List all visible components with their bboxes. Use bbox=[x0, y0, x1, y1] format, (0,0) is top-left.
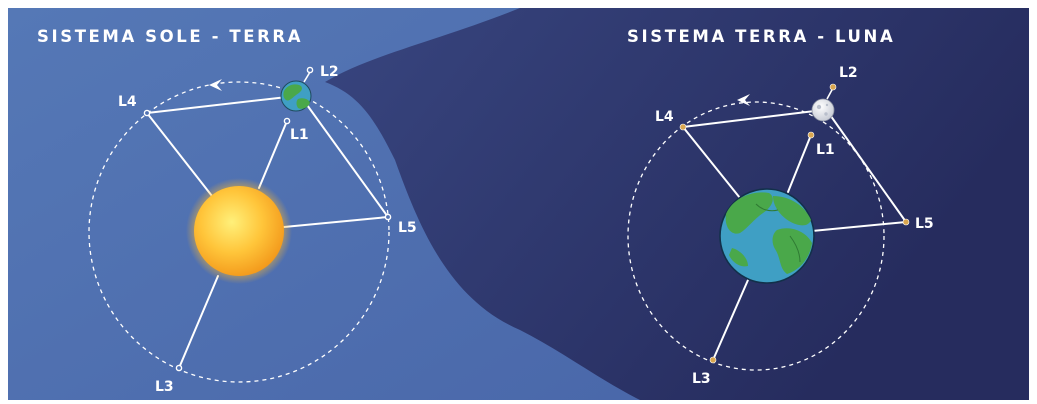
arrow-left-icon bbox=[737, 94, 750, 106]
l3-point-right bbox=[709, 356, 717, 364]
l1-point-right bbox=[807, 131, 815, 139]
left-panel-background bbox=[8, 8, 640, 400]
l5-label-left: L5 bbox=[398, 220, 417, 236]
sun-earth-system: L2 L4 L1 L5 L3 bbox=[88, 64, 417, 395]
earth-icon bbox=[719, 188, 815, 284]
l4-label-right: L4 bbox=[655, 109, 674, 125]
l4-point-left bbox=[143, 109, 151, 117]
l5-label-right: L5 bbox=[915, 216, 934, 232]
l5-point-right bbox=[902, 218, 910, 226]
arrow-left-icon bbox=[209, 79, 222, 91]
l4-point-right bbox=[679, 123, 687, 131]
l1-point-left bbox=[283, 117, 291, 125]
lagrange-lines bbox=[682, 109, 907, 361]
l2-point-right bbox=[829, 83, 837, 91]
lagrange-lines bbox=[146, 95, 389, 369]
l4-label-left: L4 bbox=[118, 94, 137, 110]
earth-orbit bbox=[88, 81, 390, 383]
left-panel-title: SISTEMA SOLE - TERRA bbox=[37, 27, 303, 46]
l1-label-left: L1 bbox=[290, 127, 309, 143]
l1-label-right: L1 bbox=[816, 142, 835, 158]
moon-orbit bbox=[627, 101, 885, 371]
l3-label-right: L3 bbox=[692, 371, 711, 387]
sun-icon bbox=[194, 186, 284, 276]
earth-moon-system: L2 L4 L1 L5 L3 bbox=[627, 65, 934, 387]
l3-point-left bbox=[175, 364, 183, 372]
l5-point-left bbox=[384, 213, 392, 221]
moon-icon bbox=[811, 98, 835, 122]
l3-label-left: L3 bbox=[155, 379, 174, 395]
right-panel-title: SISTEMA TERRA - LUNA bbox=[627, 27, 895, 46]
l2-label-right: L2 bbox=[839, 65, 858, 81]
l2-label-left: L2 bbox=[320, 64, 339, 80]
earth-icon bbox=[280, 80, 312, 112]
